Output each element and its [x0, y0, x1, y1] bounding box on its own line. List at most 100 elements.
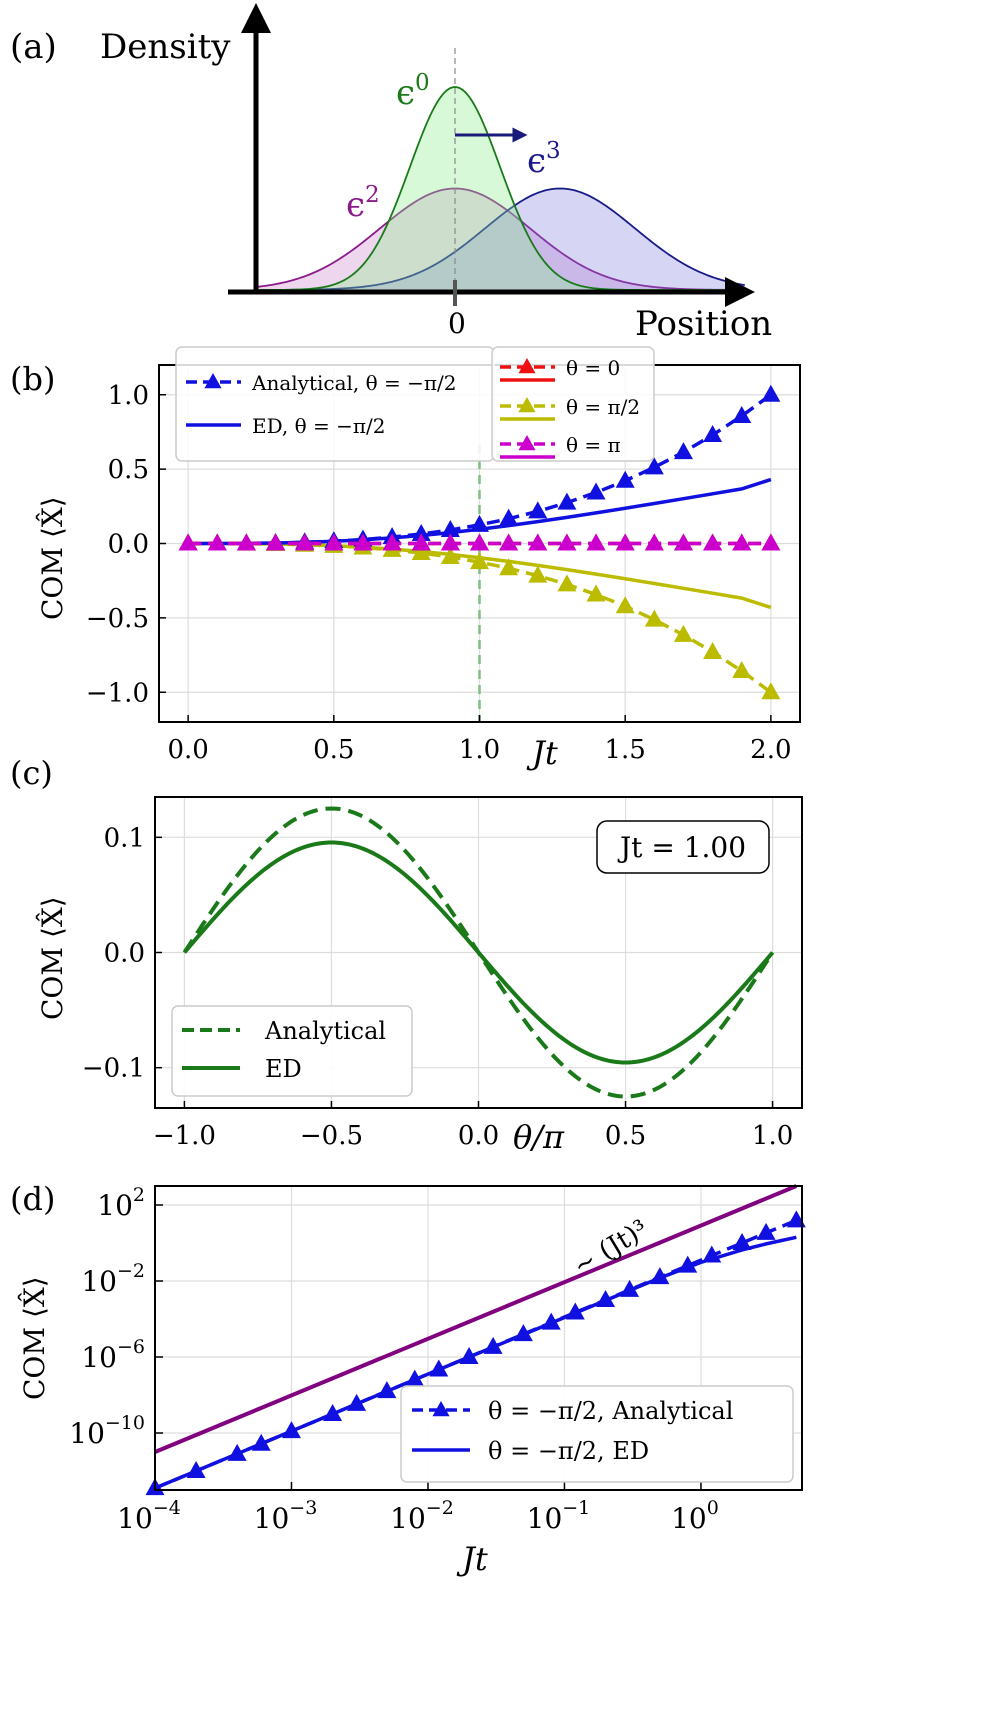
legend-marker-2	[518, 358, 536, 374]
gaussian-curve-1	[255, 187, 745, 291]
panel-b-marker	[528, 533, 548, 551]
panel-a: (a) Density Position 0 ϵ0 ϵ2 ϵ3	[10, 3, 772, 344]
panel-b-marker	[644, 609, 664, 627]
panel-b-marker	[615, 470, 635, 488]
panel-d-marker	[186, 1461, 206, 1478]
legend-label-2: θ = 0	[566, 356, 620, 380]
panel-b-xtick-label: 1.0	[459, 735, 500, 765]
panel-b-marker	[615, 596, 635, 614]
panel-d-xtick-label: 100	[671, 1497, 719, 1535]
panel-d-cube-line	[154, 1184, 798, 1454]
panel-b-marker	[382, 533, 402, 551]
legend-marker-4	[518, 435, 536, 451]
panel-b-marker	[236, 533, 256, 551]
panel-b-marker	[703, 425, 723, 443]
panel-b-marker	[178, 533, 198, 551]
panel-b-marker	[732, 661, 752, 679]
panel-b-marker	[761, 682, 781, 700]
panel-b-ytick-label: 0.5	[108, 455, 149, 485]
panel-a-ylabel: Density	[100, 27, 231, 67]
panel-d-xtick-exp: 0	[707, 1497, 719, 1519]
panel-b-plot: 0.0 0.5 1.0 1.5 2.0 1.0 0.5 0.0 −0.5 −1.0 Analytic…	[86, 346, 801, 765]
panel-d-marker	[732, 1233, 752, 1250]
panel-b-label: (b)	[10, 360, 55, 398]
panel-c-legend-box	[171, 1005, 413, 1097]
panel-d-xtick-exp: −4	[153, 1497, 181, 1519]
panel-b-xtick-label: 0.0	[167, 735, 208, 765]
panel-d-xtick-base: 10	[117, 1502, 153, 1535]
panel-d-xtick-exp: −2	[426, 1497, 454, 1519]
panel-d-ytick-exp: −6	[117, 1336, 145, 1358]
panel-d: (d) 10−4 10−3 10−2 10−1 10010210−210−610−10∼…	[10, 1180, 806, 1578]
panel-d-ytick-base: 10	[69, 1417, 105, 1450]
panel-c-xtick-label: 0.0	[458, 1121, 499, 1151]
panel-c-ytick-label: 0.1	[104, 823, 145, 853]
panel-d-marker	[251, 1433, 271, 1451]
panel-d-xtick-base: 10	[254, 1502, 290, 1535]
panel-b-marker	[673, 533, 693, 551]
panel-d-ylabel: COM ⟨X̂⟩	[18, 1276, 51, 1400]
panel-d-marker	[323, 1404, 343, 1421]
panel-d-marker	[620, 1279, 640, 1297]
panel-a-label: (a)	[10, 27, 57, 67]
panel-b-marker	[528, 501, 548, 519]
panel-c-legend: Analytical ED	[171, 1005, 413, 1097]
panel-d-ytick-base: 10	[81, 1341, 117, 1374]
panel-b-marker	[528, 565, 548, 583]
panel-d-marker	[756, 1222, 776, 1240]
panel-b-marker	[411, 523, 431, 541]
panel-d-marker	[347, 1393, 367, 1411]
panel-b-marker	[703, 641, 723, 659]
panel-d-xtick-label: 10−3	[254, 1497, 318, 1535]
panel-d-ytick-exp: 2	[133, 1184, 145, 1206]
panel-c-annotation: Jt = 1.00	[617, 831, 746, 864]
panel-b-marker	[499, 558, 519, 576]
panel-d-marker	[596, 1290, 616, 1307]
panel-d-legend-box	[400, 1385, 794, 1483]
panel-d-xtick-base: 10	[527, 1502, 563, 1535]
panel-d-xlabel: Jt	[456, 1540, 488, 1578]
panel-b-ylabel: COM ⟨X̂⟩	[36, 496, 69, 620]
panel-d-marker	[786, 1210, 806, 1228]
panel-d-ytick-label: 102	[97, 1184, 145, 1222]
panel-d-marker	[513, 1324, 533, 1342]
panel-d-marker	[541, 1312, 561, 1330]
panel-b-marker	[557, 574, 577, 592]
panel-d-ytick-base: 10	[97, 1189, 133, 1222]
legend-label-0: Analytical, θ = −π/2	[251, 371, 457, 395]
panel-c-legend-label-1: ED	[265, 1055, 302, 1083]
panel-b-marker	[615, 533, 635, 551]
legend-marker-0	[204, 373, 222, 389]
panel-b-marker	[586, 533, 606, 551]
panel-b-xtick-label: 0.5	[313, 735, 354, 765]
panel-d-xtick-exp: −3	[289, 1497, 317, 1519]
panel-b-ytick-label: 0.0	[108, 530, 149, 560]
panel-d-marker	[377, 1381, 397, 1399]
panel-b-marker	[411, 533, 431, 551]
panel-d-ytick-label: 10−2	[81, 1260, 145, 1298]
panel-b-marker	[732, 405, 752, 423]
panel-b-marker	[266, 533, 286, 551]
gaussian-curve-2	[255, 187, 745, 291]
panel-b-xlabel: Jt	[526, 734, 558, 772]
panel-d-frame	[154, 1185, 803, 1491]
panel-b-legend-box-2	[491, 346, 655, 462]
panel-c-label: (c)	[10, 754, 53, 792]
panel-c-xtick-label: −1.0	[153, 1121, 216, 1151]
panel-b-marker	[644, 457, 664, 475]
panel-b-marker	[644, 533, 664, 551]
panel-b-marker	[499, 533, 519, 551]
panel-b-marker	[440, 547, 460, 565]
panel-b-marker	[207, 533, 227, 551]
panel-b-xtick-label: 2.0	[750, 735, 791, 765]
panel-d-legend-label-1: θ = −π/2, ED	[488, 1437, 649, 1465]
panel-b-marker	[499, 508, 519, 526]
panel-c-legend-label-0: Analytical	[264, 1017, 386, 1045]
panel-d-marker	[227, 1443, 247, 1461]
panel-c-xlabel: θ/π	[513, 1118, 565, 1156]
panel-d-ytick-exp: −10	[105, 1412, 145, 1434]
panel-a-curves	[255, 86, 745, 291]
panel-b-ytick-label: 1.0	[108, 381, 149, 411]
legend-label-1: ED, θ = −π/2	[252, 414, 386, 438]
